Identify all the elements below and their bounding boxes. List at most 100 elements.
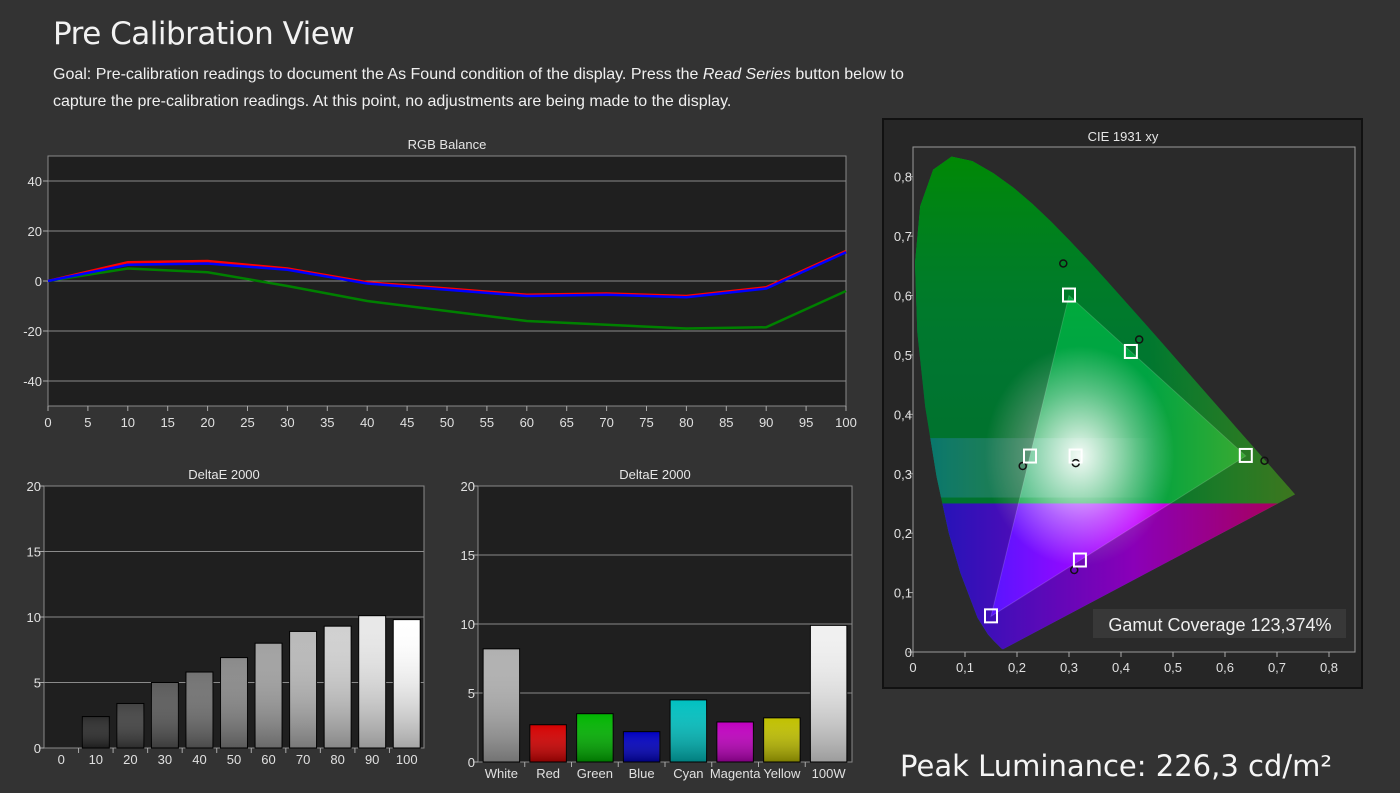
de2-xtick-label: Cyan <box>673 766 703 781</box>
cie-measured-point <box>1018 461 1027 471</box>
cie-ytick-label: 0,4 <box>894 407 912 422</box>
rgb-xtick-label: 0 <box>44 415 51 430</box>
rgb-xtick-label: 40 <box>360 415 374 430</box>
de1-ytick-label: 10 <box>27 610 41 625</box>
de2-bar-shade <box>763 717 801 762</box>
rgb-xtick-label: 65 <box>559 415 573 430</box>
cie-target-point <box>1023 448 1037 464</box>
cie-measured-point <box>1260 456 1269 465</box>
de1-xtick-label: 70 <box>296 752 310 767</box>
de2-ytick-label: 10 <box>461 617 475 632</box>
de1-ytick-label: 20 <box>27 479 41 494</box>
de2-xtick-label: 100W <box>812 766 847 781</box>
goal-text-suffix: button below to capture the pre-calibrat… <box>53 66 904 110</box>
de2-xtick-label: White <box>485 766 518 781</box>
rgb-xtick-label: 5 <box>84 415 91 430</box>
de2-bar-shade <box>576 713 614 762</box>
cie-title: CIE 1931 xy <box>1088 129 1159 144</box>
cie-xtick-label: 0 <box>909 660 916 675</box>
de2-ytick-label: 15 <box>461 548 475 563</box>
goal-text-emphasis: Read Series <box>702 66 791 83</box>
de1-xtick-label: 30 <box>158 752 172 767</box>
deltae-colors-title: DeltaE 2000 <box>619 467 691 482</box>
deltae-colors-chart: DeltaE 2000 20 15 10 5 0 White Red Green Blue Cy… <box>461 467 853 781</box>
cie-ytick-label: 0,7 <box>894 229 912 244</box>
rgb-xtick-label: 95 <box>799 415 813 430</box>
cie-ytick-label: 0,5 <box>894 348 912 363</box>
de2-xtick-label: Yellow <box>763 766 801 781</box>
de2-xtick-label: Blue <box>629 766 655 781</box>
page-title: Pre Calibration View <box>53 16 355 52</box>
cie-xtick-label: 0,6 <box>1216 660 1234 675</box>
cie-ytick-label: 0,2 <box>894 526 912 541</box>
cie-xtick-label: 0,7 <box>1268 660 1286 675</box>
gamut-coverage-label: Gamut Coverage 123,374% <box>1108 615 1331 635</box>
de1-ytick-label: 0 <box>34 741 41 756</box>
rgb-ytick-label: 20 <box>28 224 42 239</box>
cie-target-point <box>1123 343 1138 359</box>
rgb-ytick-label: 0 <box>35 274 42 289</box>
de1-bar-shade <box>116 703 144 748</box>
de1-xtick-label: 0 <box>58 752 65 767</box>
de1-ytick-label: 5 <box>34 676 41 691</box>
de2-bar-shade <box>810 625 847 762</box>
de1-bar-shade <box>358 615 386 748</box>
de1-xtick-label: 80 <box>330 752 344 767</box>
de1-xtick-label: 10 <box>89 752 103 767</box>
rgb-balance-title: RGB Balance <box>408 137 487 152</box>
de1-xtick-label: 60 <box>261 752 275 767</box>
de2-bar-shade <box>529 724 567 762</box>
cie-xtick-label: 0,4 <box>1112 660 1130 675</box>
de2-ytick-label: 0 <box>468 755 475 770</box>
de1-bar-shade <box>151 682 179 748</box>
de1-xtick-label: 40 <box>192 752 206 767</box>
cie-xtick-label: 0,3 <box>1060 660 1078 675</box>
gamut-coverage-box <box>1093 609 1346 638</box>
de1-bar-shade <box>185 672 213 748</box>
cie-measured-point <box>1134 335 1144 344</box>
rgb-xtick-label: 15 <box>160 415 174 430</box>
rgb-series-green-line <box>47 267 847 330</box>
cie-ytick-label: 0 <box>905 645 912 660</box>
cie-xtick-label: 0,2 <box>1008 660 1026 675</box>
de1-xtick-label: 50 <box>227 752 241 767</box>
cie-target-point <box>1068 448 1083 464</box>
rgb-series-blue-line <box>47 251 847 299</box>
rgb-ytick-label: -20 <box>23 324 42 339</box>
rgb-xtick-label: 90 <box>759 415 773 430</box>
rgb-xtick-label: 55 <box>480 415 494 430</box>
cie-target-point <box>984 608 998 624</box>
cie-target-point <box>1238 447 1253 463</box>
rgb-xtick-label: 30 <box>280 415 294 430</box>
de1-xtick-label: 20 <box>123 752 137 767</box>
rgb-xtick-label: 25 <box>240 415 254 430</box>
rgb-xtick-label: 70 <box>599 415 613 430</box>
cie-measured-point <box>1059 259 1068 268</box>
cie-xtick-label: 0,5 <box>1164 660 1182 675</box>
de1-xtick-label: 90 <box>365 752 379 767</box>
rgb-xtick-label: 75 <box>639 415 653 430</box>
rgb-xtick-label: 60 <box>520 415 534 430</box>
de2-xtick-label: Magenta <box>710 766 761 781</box>
cie-ytick-label: 0,8 <box>894 170 912 185</box>
goal-description: Goal: Pre-calibration readings to docume… <box>53 61 933 115</box>
cie-1931-chart: CIE 1931 xy 0,8 0,7 0,6 0,5 0,4 0,3 0,2 0,1 0 0 0… <box>882 118 1363 689</box>
cie-ytick-label: 0,6 <box>894 289 912 304</box>
de1-bar-shade <box>82 716 110 748</box>
de1-ytick-label: 15 <box>27 545 41 560</box>
rgb-xtick-label: 20 <box>200 415 214 430</box>
rgb-xtick-label: 50 <box>440 415 454 430</box>
cie-fill-white <box>984 345 1175 566</box>
cie-xtick-label: 0,1 <box>956 660 974 675</box>
de2-xtick-label: Green <box>577 766 613 781</box>
de1-bar-shade <box>220 657 248 748</box>
rgb-xtick-label: 80 <box>679 415 693 430</box>
rgb-balance-chart: RGB Balance 40 20 0 -20 -40 0 5 10 15 20 25 30 35 40… <box>23 137 857 430</box>
cie-ytick-label: 0,1 <box>894 586 912 601</box>
de1-bar-shade <box>324 626 352 748</box>
cie-target-point <box>1062 287 1076 303</box>
de1-bar-shade <box>289 631 317 748</box>
rgb-ytick-label: 40 <box>28 174 42 189</box>
cie-ytick-label: 0,3 <box>894 467 912 482</box>
